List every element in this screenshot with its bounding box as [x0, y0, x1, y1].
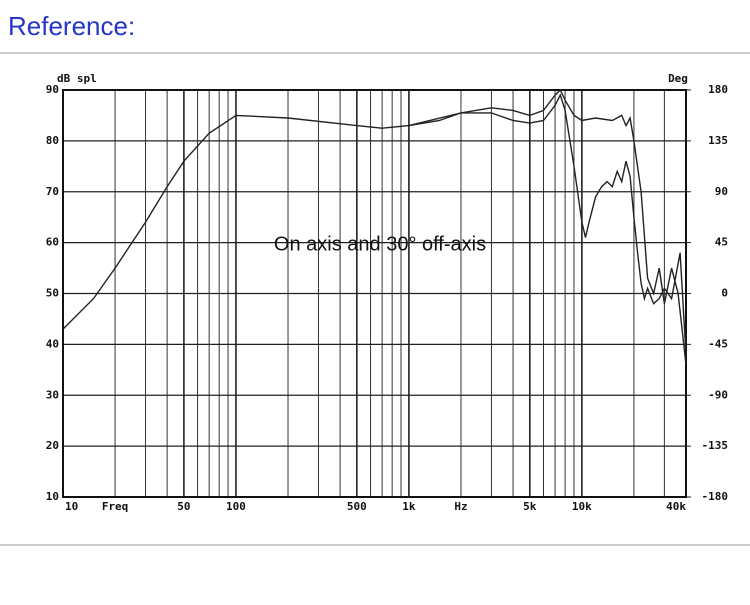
- x-tick-label: 100: [226, 500, 246, 513]
- y2-tick-label: 90: [715, 185, 728, 198]
- y2-tick-label: -135: [702, 439, 729, 452]
- y-axis-label: dB spl: [57, 72, 97, 85]
- response-line: [408, 93, 687, 355]
- y2-tick-label: 135: [708, 134, 728, 147]
- x-tick-label: 10k: [572, 500, 592, 513]
- y-tick-label: 50: [46, 287, 59, 300]
- x-tick-label: 40k: [666, 500, 686, 513]
- y-tick-label: 90: [46, 83, 59, 96]
- x-axis-label: Hz: [454, 500, 467, 513]
- x-tick-label: 1k: [402, 500, 416, 513]
- x-axis-label: Freq: [102, 500, 129, 513]
- x-tick-label: 50: [177, 500, 190, 513]
- y-tick-label: 80: [46, 134, 59, 147]
- y2-tick-label: -90: [708, 388, 728, 401]
- y2-tick-label: -45: [708, 337, 728, 350]
- y-tick-label: 70: [46, 185, 59, 198]
- response-line: [62, 88, 687, 365]
- header: Reference:: [8, 11, 135, 41]
- y2-tick-label: 0: [721, 287, 728, 300]
- y-tick-label: 40: [46, 337, 59, 350]
- y-tick-label: 10: [46, 490, 59, 503]
- x-tick-label: 500: [347, 500, 367, 513]
- annotation: On axis and 30° off-axis: [274, 233, 486, 255]
- x-tick-label: 5k: [523, 500, 537, 513]
- y2-tick-label: 180: [708, 83, 728, 96]
- plot-border: [62, 89, 687, 498]
- x-tick-label: 10: [65, 500, 78, 513]
- y-tick-label: 20: [46, 439, 59, 452]
- y2-axis-label: Deg: [668, 72, 688, 85]
- y2-tick-label: 45: [715, 236, 728, 249]
- y2-tick-label: -180: [702, 490, 729, 503]
- y-tick-label: 30: [46, 388, 59, 401]
- y-tick-label: 60: [46, 236, 59, 249]
